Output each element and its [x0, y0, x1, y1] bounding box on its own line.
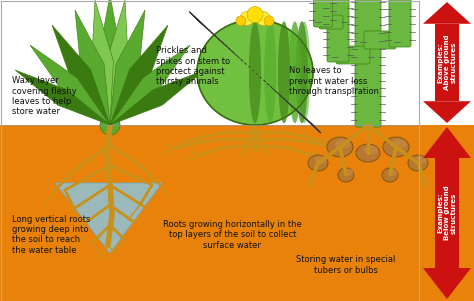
Bar [435, 158, 459, 268]
Ellipse shape [338, 168, 354, 182]
Polygon shape [110, 45, 190, 125]
Ellipse shape [327, 137, 353, 157]
Ellipse shape [249, 21, 261, 123]
Bar [435, 24, 459, 101]
Polygon shape [423, 2, 471, 24]
Ellipse shape [278, 21, 290, 123]
Polygon shape [98, 0, 122, 125]
Ellipse shape [415, 156, 427, 164]
Polygon shape [110, 70, 205, 125]
Polygon shape [423, 127, 471, 158]
Ellipse shape [308, 155, 328, 171]
FancyBboxPatch shape [327, 0, 349, 62]
Polygon shape [52, 25, 110, 125]
Text: Examples:
Above ground
structures: Examples: Above ground structures [437, 35, 457, 90]
Circle shape [264, 16, 274, 26]
Text: Prickles and
spikes on stem to
proctect against
thirsty animals: Prickles and spikes on stem to proctect … [156, 46, 230, 86]
Polygon shape [107, 0, 128, 125]
FancyBboxPatch shape [319, 15, 343, 29]
Ellipse shape [315, 156, 327, 164]
Circle shape [100, 115, 120, 135]
Bar [420, 0, 474, 125]
Text: No leaves to
prevent water loss
through transpiration: No leaves to prevent water loss through … [289, 66, 379, 96]
Ellipse shape [382, 168, 398, 182]
FancyBboxPatch shape [364, 31, 396, 49]
Text: Long vertical roots
growing deep into
the soil to reach
the water table: Long vertical roots growing deep into th… [12, 215, 90, 255]
Circle shape [236, 16, 246, 26]
Ellipse shape [364, 145, 378, 154]
Ellipse shape [408, 155, 428, 171]
Polygon shape [110, 10, 145, 125]
Ellipse shape [289, 21, 301, 123]
Ellipse shape [264, 21, 276, 123]
Ellipse shape [278, 21, 290, 123]
Polygon shape [75, 10, 110, 125]
Polygon shape [30, 45, 110, 125]
Ellipse shape [391, 139, 407, 149]
Ellipse shape [356, 144, 380, 162]
Ellipse shape [296, 21, 308, 123]
Ellipse shape [335, 139, 351, 149]
Ellipse shape [344, 169, 354, 175]
Ellipse shape [296, 21, 308, 123]
Text: Examples:
Below ground
structures: Examples: Below ground structures [437, 186, 457, 240]
Bar [0, 1, 419, 300]
Ellipse shape [264, 21, 276, 123]
Text: Waxy layer
covering fleshy
leaves to help
store water: Waxy layer covering fleshy leaves to hel… [12, 76, 76, 116]
Text: Roots growing horizontally in the
top layers of the soil to collect
surface wate: Roots growing horizontally in the top la… [163, 220, 301, 250]
Polygon shape [110, 25, 168, 125]
Ellipse shape [197, 20, 313, 125]
Circle shape [256, 11, 270, 25]
FancyBboxPatch shape [355, 0, 381, 127]
Polygon shape [15, 70, 110, 125]
Circle shape [247, 7, 263, 23]
FancyBboxPatch shape [313, 0, 332, 27]
FancyBboxPatch shape [336, 46, 370, 64]
Bar [0, 125, 420, 301]
Circle shape [240, 11, 254, 25]
Polygon shape [423, 101, 471, 123]
Ellipse shape [289, 21, 301, 123]
Polygon shape [55, 183, 162, 253]
Bar [420, 125, 474, 301]
Bar [0, 0, 420, 125]
Ellipse shape [388, 169, 398, 175]
Text: Storing water in special
tubers or bulbs: Storing water in special tubers or bulbs [296, 255, 396, 275]
Ellipse shape [298, 21, 310, 123]
Polygon shape [423, 268, 471, 299]
FancyBboxPatch shape [389, 0, 411, 47]
Ellipse shape [383, 137, 409, 157]
Ellipse shape [249, 21, 261, 123]
Polygon shape [91, 0, 113, 125]
